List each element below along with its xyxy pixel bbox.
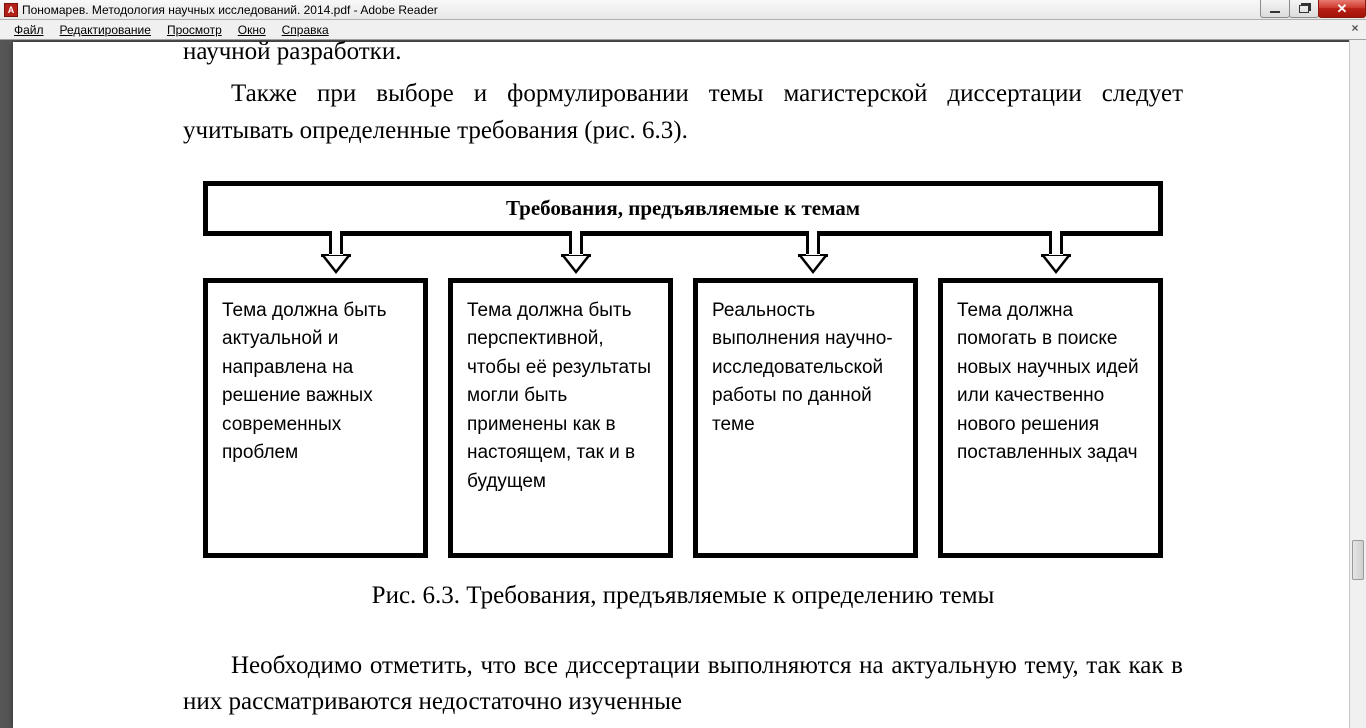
menu-help[interactable]: Справка bbox=[274, 21, 337, 39]
adobe-reader-icon: A bbox=[4, 3, 18, 17]
diagram-box-4: Тема должна помогать в поиске новых науч… bbox=[938, 278, 1163, 558]
paragraph-1: Также при выборе и формулировании темы м… bbox=[183, 76, 1183, 149]
document-viewport: научной разработки. Также при выборе и ф… bbox=[0, 40, 1366, 728]
diagram-header-box: Требования, предъявляемые к темам bbox=[203, 181, 1163, 236]
scrollbar-thumb[interactable] bbox=[1352, 540, 1364, 580]
diagram-box-3: Реальность выполнения научно-исследовате… bbox=[693, 278, 918, 558]
vertical-scrollbar[interactable] bbox=[1349, 40, 1366, 728]
minimize-button[interactable] bbox=[1260, 0, 1290, 18]
figure-caption: Рис. 6.3. Требования, предъявляемые к оп… bbox=[183, 582, 1183, 610]
menu-window[interactable]: Окно bbox=[230, 21, 274, 39]
diagram-arrow-2 bbox=[561, 231, 591, 278]
window-title: Пономарев. Методология научных исследова… bbox=[22, 3, 438, 17]
close-document-icon[interactable]: × bbox=[1348, 22, 1362, 36]
menu-view[interactable]: Просмотр bbox=[159, 21, 230, 39]
pdf-page: научной разработки. Также при выборе и ф… bbox=[13, 42, 1353, 728]
diagram-arrow-3 bbox=[798, 231, 828, 278]
menu-edit[interactable]: Редактирование bbox=[52, 21, 159, 39]
diagram-box-1: Тема должна быть актуальной и направлена… bbox=[203, 278, 428, 558]
maximize-button[interactable] bbox=[1289, 0, 1319, 18]
close-button[interactable]: ✕ bbox=[1318, 0, 1366, 18]
menu-file[interactable]: Файл bbox=[6, 21, 52, 39]
paragraph-2: Необходимо отметить, что все диссертации… bbox=[183, 648, 1183, 721]
diagram-arrow-4 bbox=[1041, 231, 1071, 278]
diagram-arrow-1 bbox=[321, 231, 351, 278]
window-controls: ✕ bbox=[1261, 0, 1366, 18]
diagram-box-2: Тема должна быть перспективной, чтобы её… bbox=[448, 278, 673, 558]
menu-bar: Файл Редактирование Просмотр Окно Справк… bbox=[0, 20, 1366, 40]
partial-line-top: научной разработки. bbox=[183, 40, 1183, 70]
figure-6-3: Требования, предъявляемые к темам Тема д… bbox=[203, 181, 1163, 558]
diagram-arrow-row bbox=[203, 236, 1163, 278]
diagram-boxes-row: Тема должна быть актуальной и направлена… bbox=[203, 278, 1163, 558]
window-titlebar: A Пономарев. Методология научных исследо… bbox=[0, 0, 1366, 20]
